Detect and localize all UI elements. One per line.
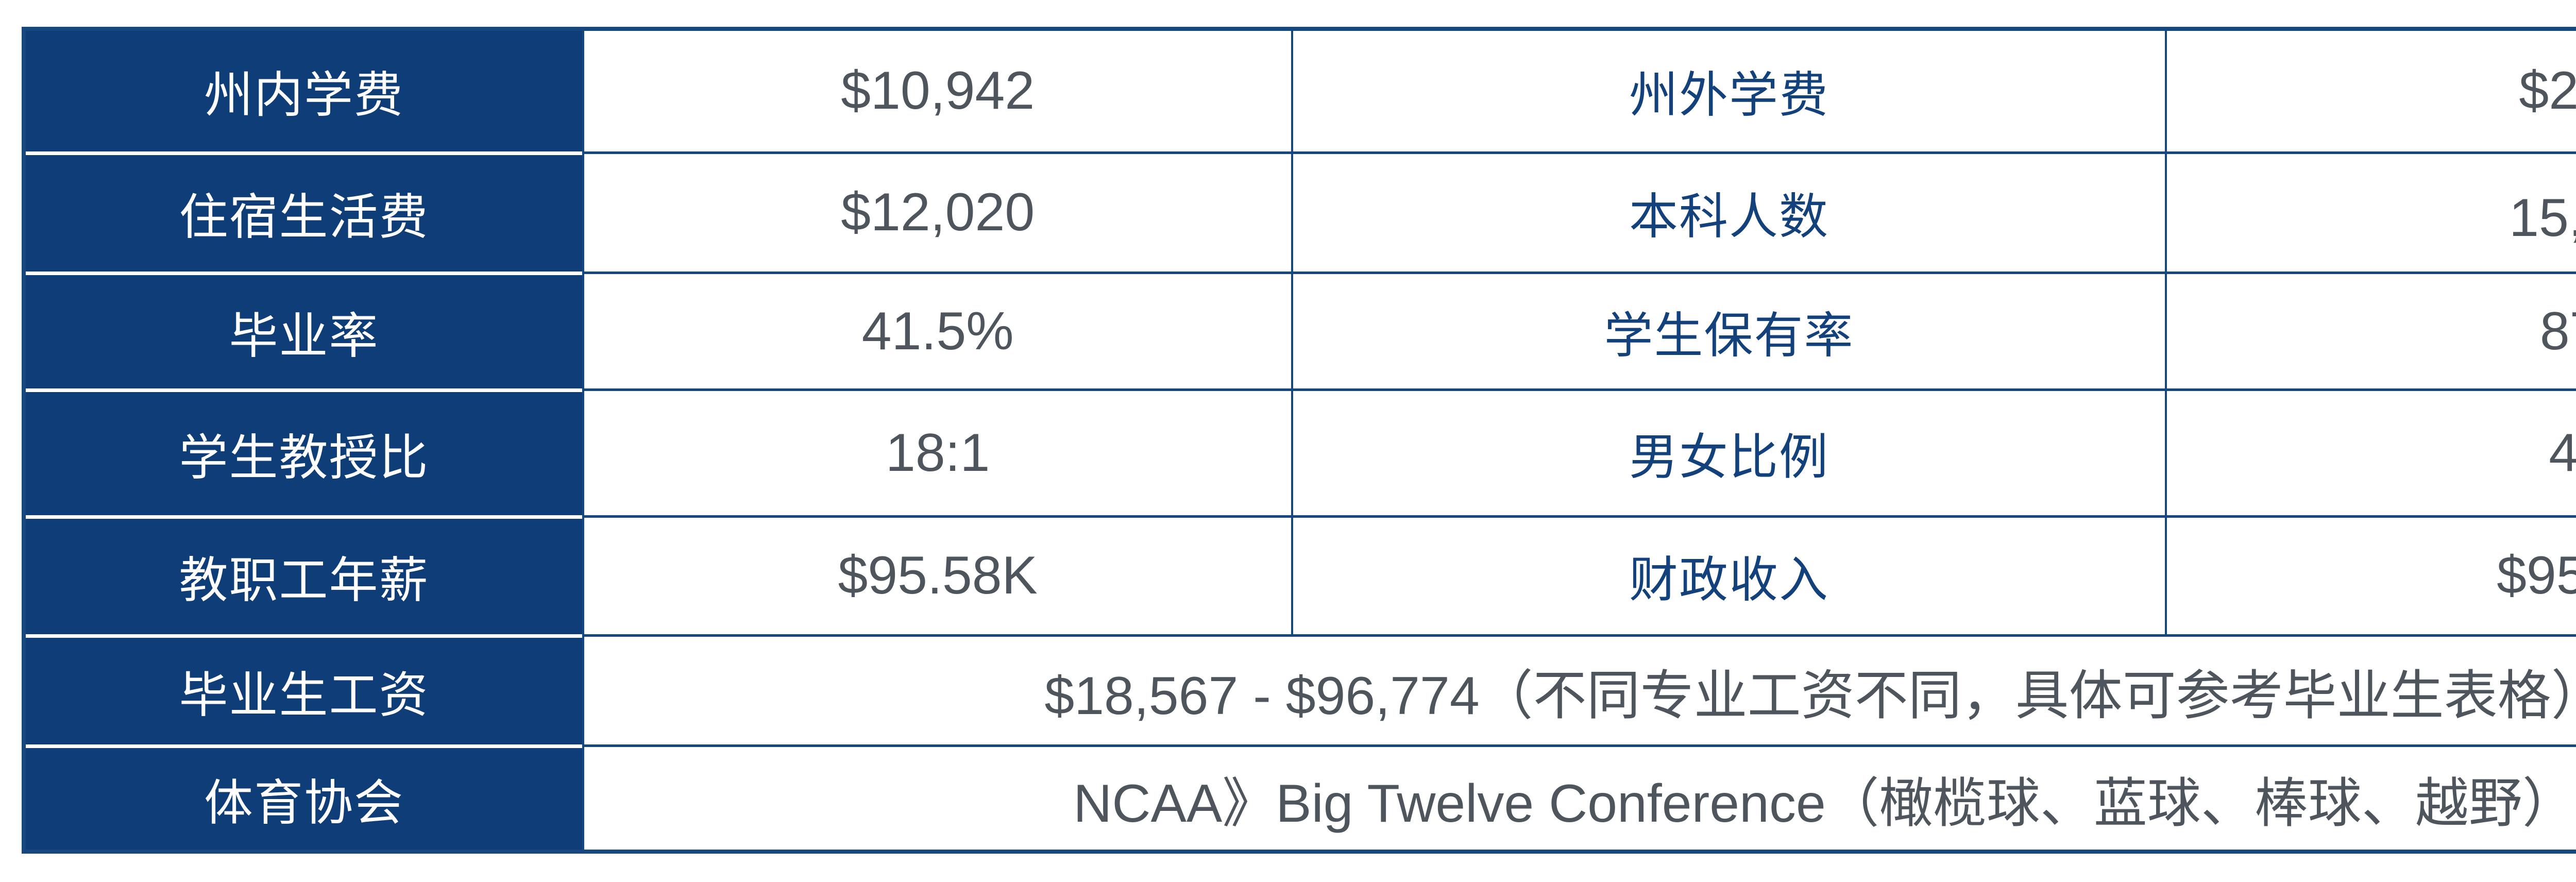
value-faculty-salary: $95.58K xyxy=(582,515,1292,635)
value-athletic-association: NCAA》Big Twelve Conference（橄榄球、蓝球、棒球、越野） xyxy=(582,744,2576,850)
value-room-and-board: $12,020 xyxy=(582,151,1292,272)
value-graduate-salary: $18,567 - $96,774（不同专业工资不同，具体可参考毕业生表格） xyxy=(582,634,2576,745)
label-room-and-board: 住宿生活费 xyxy=(26,151,583,272)
value-in-state-tuition: $10,942 xyxy=(582,31,1291,151)
label-financial-revenue: 财政收入 xyxy=(1291,515,2165,635)
value-undergrad-enrollment: 15,113人 xyxy=(2164,151,2576,272)
value-financial-revenue: $954.21M xyxy=(2164,515,2576,635)
label-graduation-rate: 毕业率 xyxy=(26,272,583,388)
label-student-faculty-ratio: 学生教授比 xyxy=(26,388,583,515)
label-gender-ratio: 男女比例 xyxy=(1291,388,2165,515)
label-undergrad-enrollment: 本科人数 xyxy=(1291,151,2165,272)
label-athletic-association: 体育协会 xyxy=(26,744,583,850)
value-student-faculty-ratio: 18:1 xyxy=(582,388,1292,515)
value-out-of-state-tuition: $27,816 xyxy=(2164,31,2576,151)
value-graduation-rate: 41.5% xyxy=(582,272,1292,388)
label-graduate-salary: 毕业生工资 xyxy=(26,634,583,745)
label-faculty-salary: 教职工年薪 xyxy=(26,515,583,635)
university-stats-table: 州内学费 $10,942 州外学费 $27,816 住宿生活费 $12,020 … xyxy=(22,27,2576,854)
label-out-of-state-tuition: 州外学费 xyxy=(1291,31,2164,151)
label-in-state-tuition: 州内学费 xyxy=(26,31,583,151)
label-retention-rate: 学生保有率 xyxy=(1291,272,2165,388)
value-retention-rate: 87.2% xyxy=(2164,272,2576,388)
value-gender-ratio: 49:51 xyxy=(2164,388,2576,515)
